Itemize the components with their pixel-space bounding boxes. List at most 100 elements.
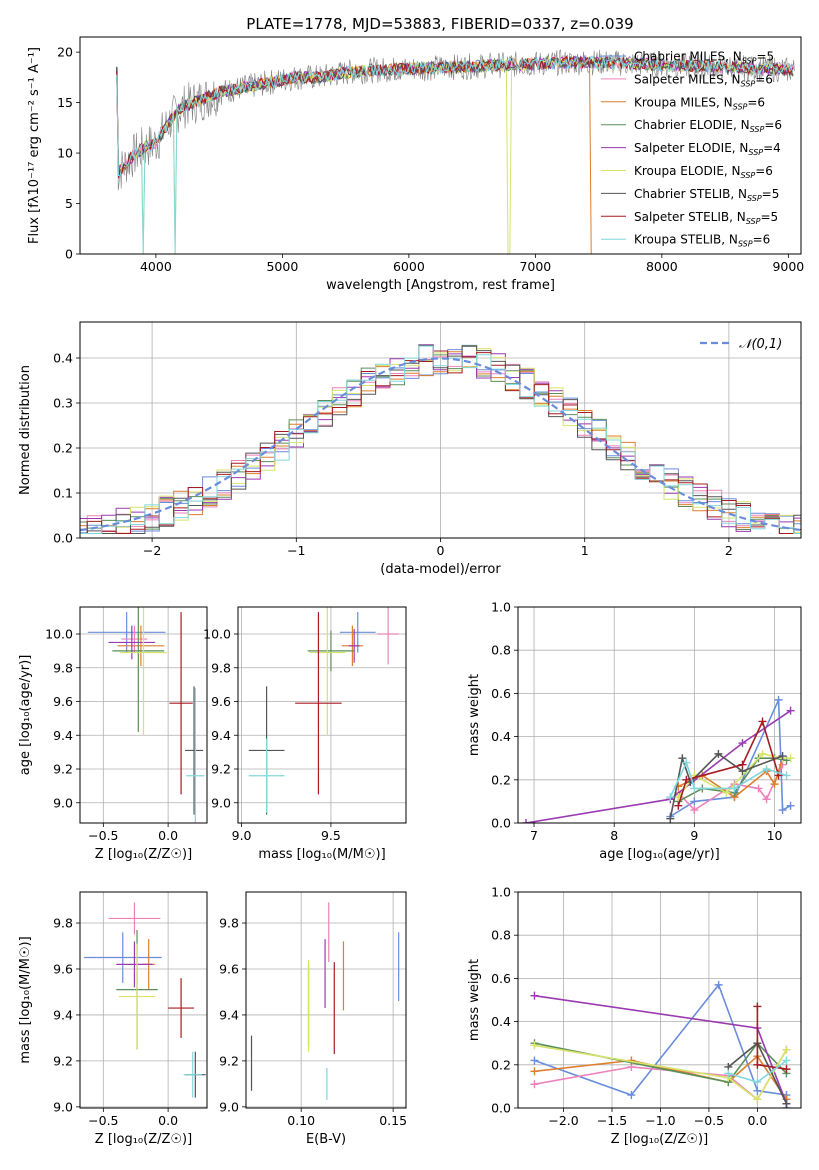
weight-series-marker: [530, 1080, 539, 1089]
residual-histogram: [80, 345, 801, 534]
x-tick-label: 0: [437, 543, 445, 558]
weight-series-marker: [714, 749, 723, 758]
weight-series-marker: [758, 749, 767, 758]
x-tick-label: −0.5: [694, 1113, 724, 1128]
weight-series-marker: [782, 1045, 791, 1054]
weight-series-line: [669, 760, 787, 798]
x-tick-label: 0.0: [158, 828, 178, 843]
weight-series-marker: [753, 1095, 762, 1104]
y-tick-label: 0.3: [53, 396, 73, 411]
x-tick-label: 6000: [393, 259, 425, 274]
x-tick-label: 9.5: [321, 828, 341, 843]
y-tick-label: 0.2: [491, 772, 511, 787]
weight-series-line: [677, 764, 784, 812]
y-tick-label: 9.2: [53, 762, 73, 777]
normal-curve: [80, 357, 801, 532]
legend: Chabrier MILES, NSSP=5 Salpeter MILES, NS…: [601, 50, 782, 249]
plot-area: [80, 892, 207, 1108]
legend-sub: SSP: [733, 102, 748, 111]
x-tick-label: 0.10: [287, 1113, 315, 1128]
weight-series-marker: [758, 717, 767, 726]
x-tick-label: 7000: [519, 259, 551, 274]
y-tick-label: 9.0: [219, 1099, 239, 1114]
y-tick-label: 9.6: [211, 694, 231, 709]
chart-age-vs-Z: −0.5 0.0 9.0 9.2 9.4 9.6 9.8 10.0 Z [log₁₀(Z/Z☉)…: [18, 606, 208, 862]
weight-series-marker: [722, 788, 731, 797]
chart-age-vs-mass: 9.0 9.5 9.0 9.2 9.4 9.6 9.8 10.0 mass [log₁₀(M/M…: [203, 606, 407, 862]
legend-value: =5: [762, 187, 780, 201]
weight-series-marker: [778, 806, 787, 815]
y-tick-label: 9.8: [53, 660, 73, 675]
legend-value: =6: [764, 118, 782, 132]
y-tick-label: 0.6: [491, 686, 511, 701]
y-tick-label: 9.4: [219, 1007, 239, 1022]
weight-series-marker: [690, 784, 699, 793]
weight-series-line: [669, 699, 791, 818]
weight-series-marker: [782, 1056, 791, 1065]
chart-mass-vs-Z: −0.5 0.0 9.0 9.2 9.4 9.6 9.8 Z [log₁₀(Z/Z☉)] mas…: [18, 891, 208, 1147]
x-tick-label: 1: [581, 543, 589, 558]
x-tick-label: −1.0: [645, 1113, 675, 1128]
y-tick-label: 0.4: [491, 729, 511, 744]
plot-area: [238, 607, 406, 823]
y-tick-label: 0.8: [491, 643, 511, 658]
figure-title: PLATE=1778, MJD=53883, FIBERID=0337, z=0…: [246, 15, 633, 33]
x-tick-label: 2: [725, 543, 733, 558]
x-tick-label: 5000: [266, 259, 298, 274]
weight-series-line: [534, 1041, 788, 1083]
chart-mass-weight-vs-Z: −2.0 −1.5 −1.0 −0.5 0.0 0.0 0.2 0.4 0.6 0.8 1.0 Z […: [467, 885, 802, 1147]
legend-value: =6: [755, 164, 773, 178]
weight-series-marker: [778, 752, 787, 761]
plot-area: [518, 607, 801, 823]
residual-histogram: [80, 350, 801, 534]
y-tick-label: 5: [65, 196, 73, 211]
chart-spectrum: 4000 5000 6000 7000 8000 9000 0 5 10 15 20 waveleng…: [27, 36, 804, 293]
weight-series-marker: [627, 1091, 636, 1100]
model-spectrum: [116, 55, 794, 254]
weight-series-marker: [753, 1060, 762, 1069]
y-tick-label: 9.0: [53, 795, 73, 810]
legend-sub: SSP: [742, 57, 757, 66]
legend-value: =6: [747, 95, 765, 109]
x-axis-label: age [log₁₀(age/yr)]: [599, 847, 720, 862]
x-tick-label: −2.0: [548, 1113, 578, 1128]
y-tick-label: 10.0: [45, 627, 73, 642]
model-spectrum: [116, 56, 794, 254]
legend-sub: SSP: [741, 171, 756, 180]
legend-label: Chabrier MILES, NSSP=5: [634, 50, 774, 66]
plot-area: [246, 892, 406, 1108]
legend-label: Kroupa ELODIE, NSSP=6: [634, 164, 773, 180]
y-tick-label: 0.4: [53, 351, 73, 366]
x-tick-label: −2: [143, 543, 161, 558]
legend-label: Salpeter MILES, NSSP=6: [634, 72, 773, 88]
x-tick-label: 7: [530, 828, 538, 843]
y-tick-label: 0.8: [491, 928, 511, 943]
x-tick-label: −0.5: [88, 828, 118, 843]
y-tick-label: 0.6: [491, 971, 511, 986]
weight-series-marker: [674, 801, 683, 810]
weight-series-marker: [782, 1065, 791, 1074]
weight-series-marker: [786, 706, 795, 715]
y-tick-label: 9.4: [211, 728, 231, 743]
y-tick-label: 9.2: [211, 762, 231, 777]
weight-series-marker: [786, 754, 795, 763]
weight-series-marker: [782, 1099, 791, 1108]
x-tick-label: 0.15: [379, 1113, 407, 1128]
y-tick-label: 0.0: [491, 816, 511, 831]
x-axis-label: (data-model)/error: [380, 562, 501, 577]
x-tick-label: 4000: [140, 259, 172, 274]
weight-series-marker: [762, 765, 771, 773]
weight-series-marker: [782, 771, 791, 780]
y-tick-label: 9.8: [211, 660, 231, 675]
legend-value: =5: [760, 210, 778, 224]
legend-value: =5: [756, 50, 774, 64]
weight-series-marker: [714, 980, 723, 989]
y-tick-label: 9.8: [53, 916, 73, 931]
legend: 𝒩(0,1): [700, 337, 782, 352]
legend-sub: SSP: [738, 240, 753, 249]
y-axis-label: mass weight: [467, 674, 482, 756]
y-tick-label: 15: [57, 95, 73, 110]
x-tick-label: 0.0: [158, 1113, 178, 1128]
y-tick-label: 9.4: [53, 1007, 73, 1022]
